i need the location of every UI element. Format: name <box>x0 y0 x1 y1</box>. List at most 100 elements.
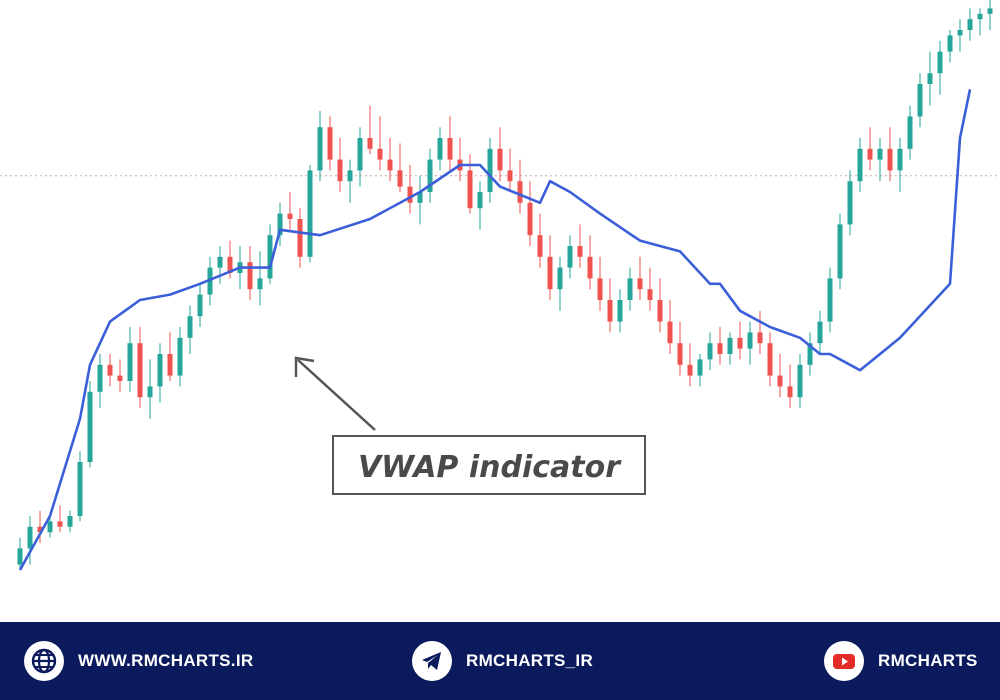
candle-body <box>867 148 873 160</box>
candle-body <box>357 138 363 171</box>
footer-youtube[interactable]: RMCHARTS <box>824 641 978 681</box>
candle-body <box>147 386 153 398</box>
candle <box>277 202 283 246</box>
candle <box>567 235 573 279</box>
candle-body <box>827 278 833 322</box>
candle <box>557 256 563 311</box>
candle <box>367 105 373 155</box>
candle <box>27 516 33 565</box>
candle <box>737 321 743 360</box>
candle-body <box>97 364 103 392</box>
candle <box>507 148 513 192</box>
candle-body <box>977 13 983 20</box>
candle <box>717 327 723 365</box>
candle <box>357 127 363 187</box>
telegram-label: RMCHARTS_IR <box>466 651 594 670</box>
candle <box>767 332 773 387</box>
candle-body <box>597 278 603 300</box>
candle-body <box>277 213 283 236</box>
footer-telegram[interactable]: RMCHARTS_IR <box>412 641 593 681</box>
candle-body <box>117 375 123 381</box>
candle-body <box>847 181 853 225</box>
candle-body <box>587 256 593 279</box>
candle <box>867 127 873 171</box>
candle <box>287 192 293 230</box>
candle-body <box>347 170 353 182</box>
candle-body <box>27 526 33 549</box>
candle <box>577 224 583 268</box>
candle-body <box>707 343 713 360</box>
candle-body <box>177 337 183 376</box>
candle-body <box>287 213 293 219</box>
candle <box>947 30 953 63</box>
candle-body <box>257 278 263 290</box>
candle-body <box>907 116 913 149</box>
candle-body <box>937 51 943 74</box>
candle <box>777 354 783 398</box>
candle-body <box>367 138 373 149</box>
footer-website[interactable]: WWW.RMCHARTS.IR <box>24 641 253 681</box>
candle <box>647 267 653 311</box>
candle-body <box>127 343 133 381</box>
vwap-series-line <box>18 89 972 571</box>
candle <box>727 332 733 365</box>
candle-body <box>627 278 633 300</box>
candle <box>127 327 133 392</box>
candle-body <box>887 148 893 171</box>
candle <box>117 359 123 392</box>
candle <box>807 332 813 376</box>
candle-body <box>817 321 823 344</box>
candle-body <box>537 235 543 257</box>
candle <box>267 224 273 284</box>
candle-body <box>527 202 533 236</box>
candle-body <box>317 127 323 171</box>
candle-body <box>167 354 173 376</box>
candle <box>257 251 263 306</box>
candle <box>307 165 313 263</box>
candle <box>967 8 973 41</box>
candle <box>247 246 253 300</box>
candle <box>217 246 223 284</box>
candle <box>47 516 53 538</box>
candle <box>377 116 383 171</box>
candle <box>537 213 543 268</box>
candle <box>697 354 703 387</box>
candle <box>977 8 983 36</box>
candle <box>397 143 403 192</box>
candle-body <box>747 332 753 349</box>
candle <box>187 305 193 354</box>
candle-body <box>577 246 583 257</box>
candle-body <box>57 521 63 527</box>
candle-body <box>897 148 903 171</box>
candle <box>467 154 473 214</box>
candle <box>837 213 843 290</box>
candle-body <box>297 219 303 257</box>
candle-body <box>717 343 723 354</box>
candle-body <box>157 354 163 387</box>
candle-body <box>677 343 683 365</box>
candle <box>617 289 623 333</box>
candle-body <box>447 138 453 160</box>
candle <box>137 327 143 408</box>
candle-body <box>187 316 193 338</box>
candle-body <box>557 267 563 290</box>
candle-body <box>837 224 843 279</box>
candle-body <box>987 8 993 14</box>
youtube-icon <box>824 641 864 681</box>
candle-body <box>407 186 413 203</box>
candle-body <box>607 300 613 322</box>
candle-body <box>567 246 573 268</box>
candle <box>907 105 913 160</box>
candle <box>477 181 483 230</box>
candle <box>637 256 643 300</box>
candle-body <box>197 294 203 317</box>
candle <box>877 138 883 182</box>
footer-bar: WWW.RMCHARTS.IR RMCHARTS_IR RMCHARTS <box>0 622 1000 700</box>
candle-body <box>337 159 343 182</box>
candle <box>177 327 183 387</box>
candle-body <box>17 548 23 565</box>
candle <box>917 73 923 128</box>
candle <box>327 116 333 171</box>
candle-body <box>687 364 693 376</box>
candle-body <box>517 181 523 203</box>
